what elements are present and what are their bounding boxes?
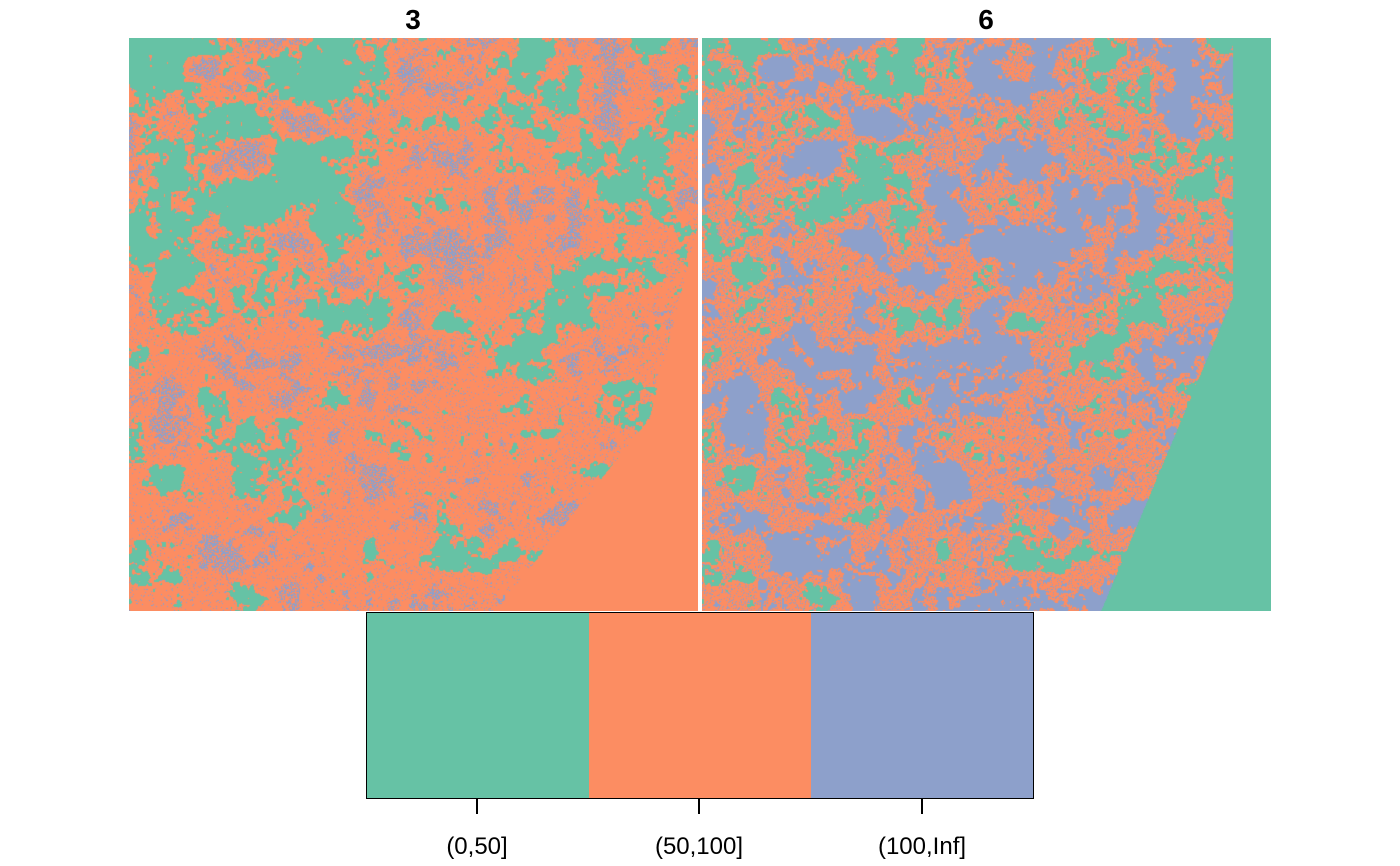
legend-swatch-low (367, 613, 589, 798)
legend-swatch-high (811, 613, 1033, 798)
legend-tick-mid (698, 798, 700, 814)
panel-title-left: 3 (405, 4, 421, 35)
legend-swatch-mid (589, 613, 811, 798)
legend-label-low: (0,50] (446, 833, 508, 860)
raster-map-panel-right (702, 38, 1271, 611)
raster-map-panel-left (129, 38, 698, 611)
legend-tick-low (476, 798, 478, 814)
raster-canvas-left (129, 38, 698, 611)
legend-tick-high (921, 798, 923, 814)
legend-color-bar (366, 612, 1034, 799)
raster-canvas-right (702, 38, 1271, 611)
legend-label-mid: (50,100] (654, 833, 744, 860)
legend-label-high: (100,Inf] (877, 833, 967, 860)
panel-title-right: 6 (978, 4, 994, 35)
